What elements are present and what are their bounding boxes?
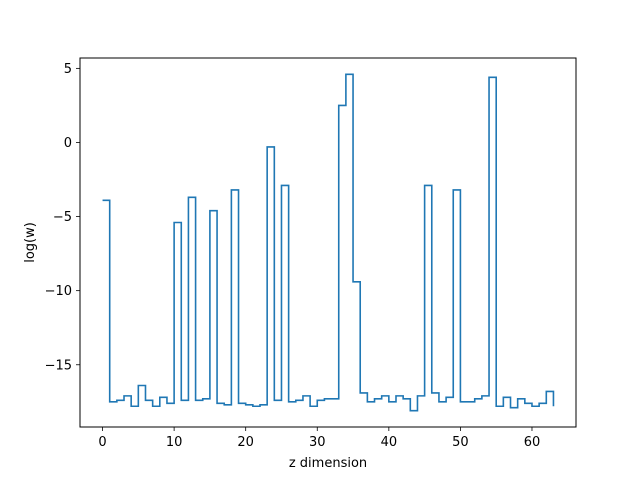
y-tick-label: −15 [45, 358, 72, 373]
x-tick-label: 30 [309, 435, 326, 450]
series-line [102, 73, 555, 412]
x-axis: 0 10 20 30 40 50 60 [98, 427, 540, 450]
x-tick-label: 60 [524, 435, 541, 450]
y-tick-label: 5 [64, 62, 72, 77]
plot-area [102, 73, 555, 412]
x-tick-label: 40 [381, 435, 398, 450]
axes-frame [79, 57, 577, 428]
y-axis: 5 0 −5 −10 −15 [45, 62, 80, 373]
y-axis-label: log(w) [23, 222, 38, 263]
x-tick-label: 0 [98, 435, 106, 450]
y-tick-label: −5 [53, 210, 72, 225]
x-tick-label: 10 [166, 435, 183, 450]
y-tick-label: 0 [64, 136, 72, 151]
x-tick-label: 50 [452, 435, 469, 450]
x-axis-label: z dimension [289, 456, 367, 471]
x-tick-label: 20 [237, 435, 254, 450]
y-tick-label: −10 [45, 284, 72, 299]
